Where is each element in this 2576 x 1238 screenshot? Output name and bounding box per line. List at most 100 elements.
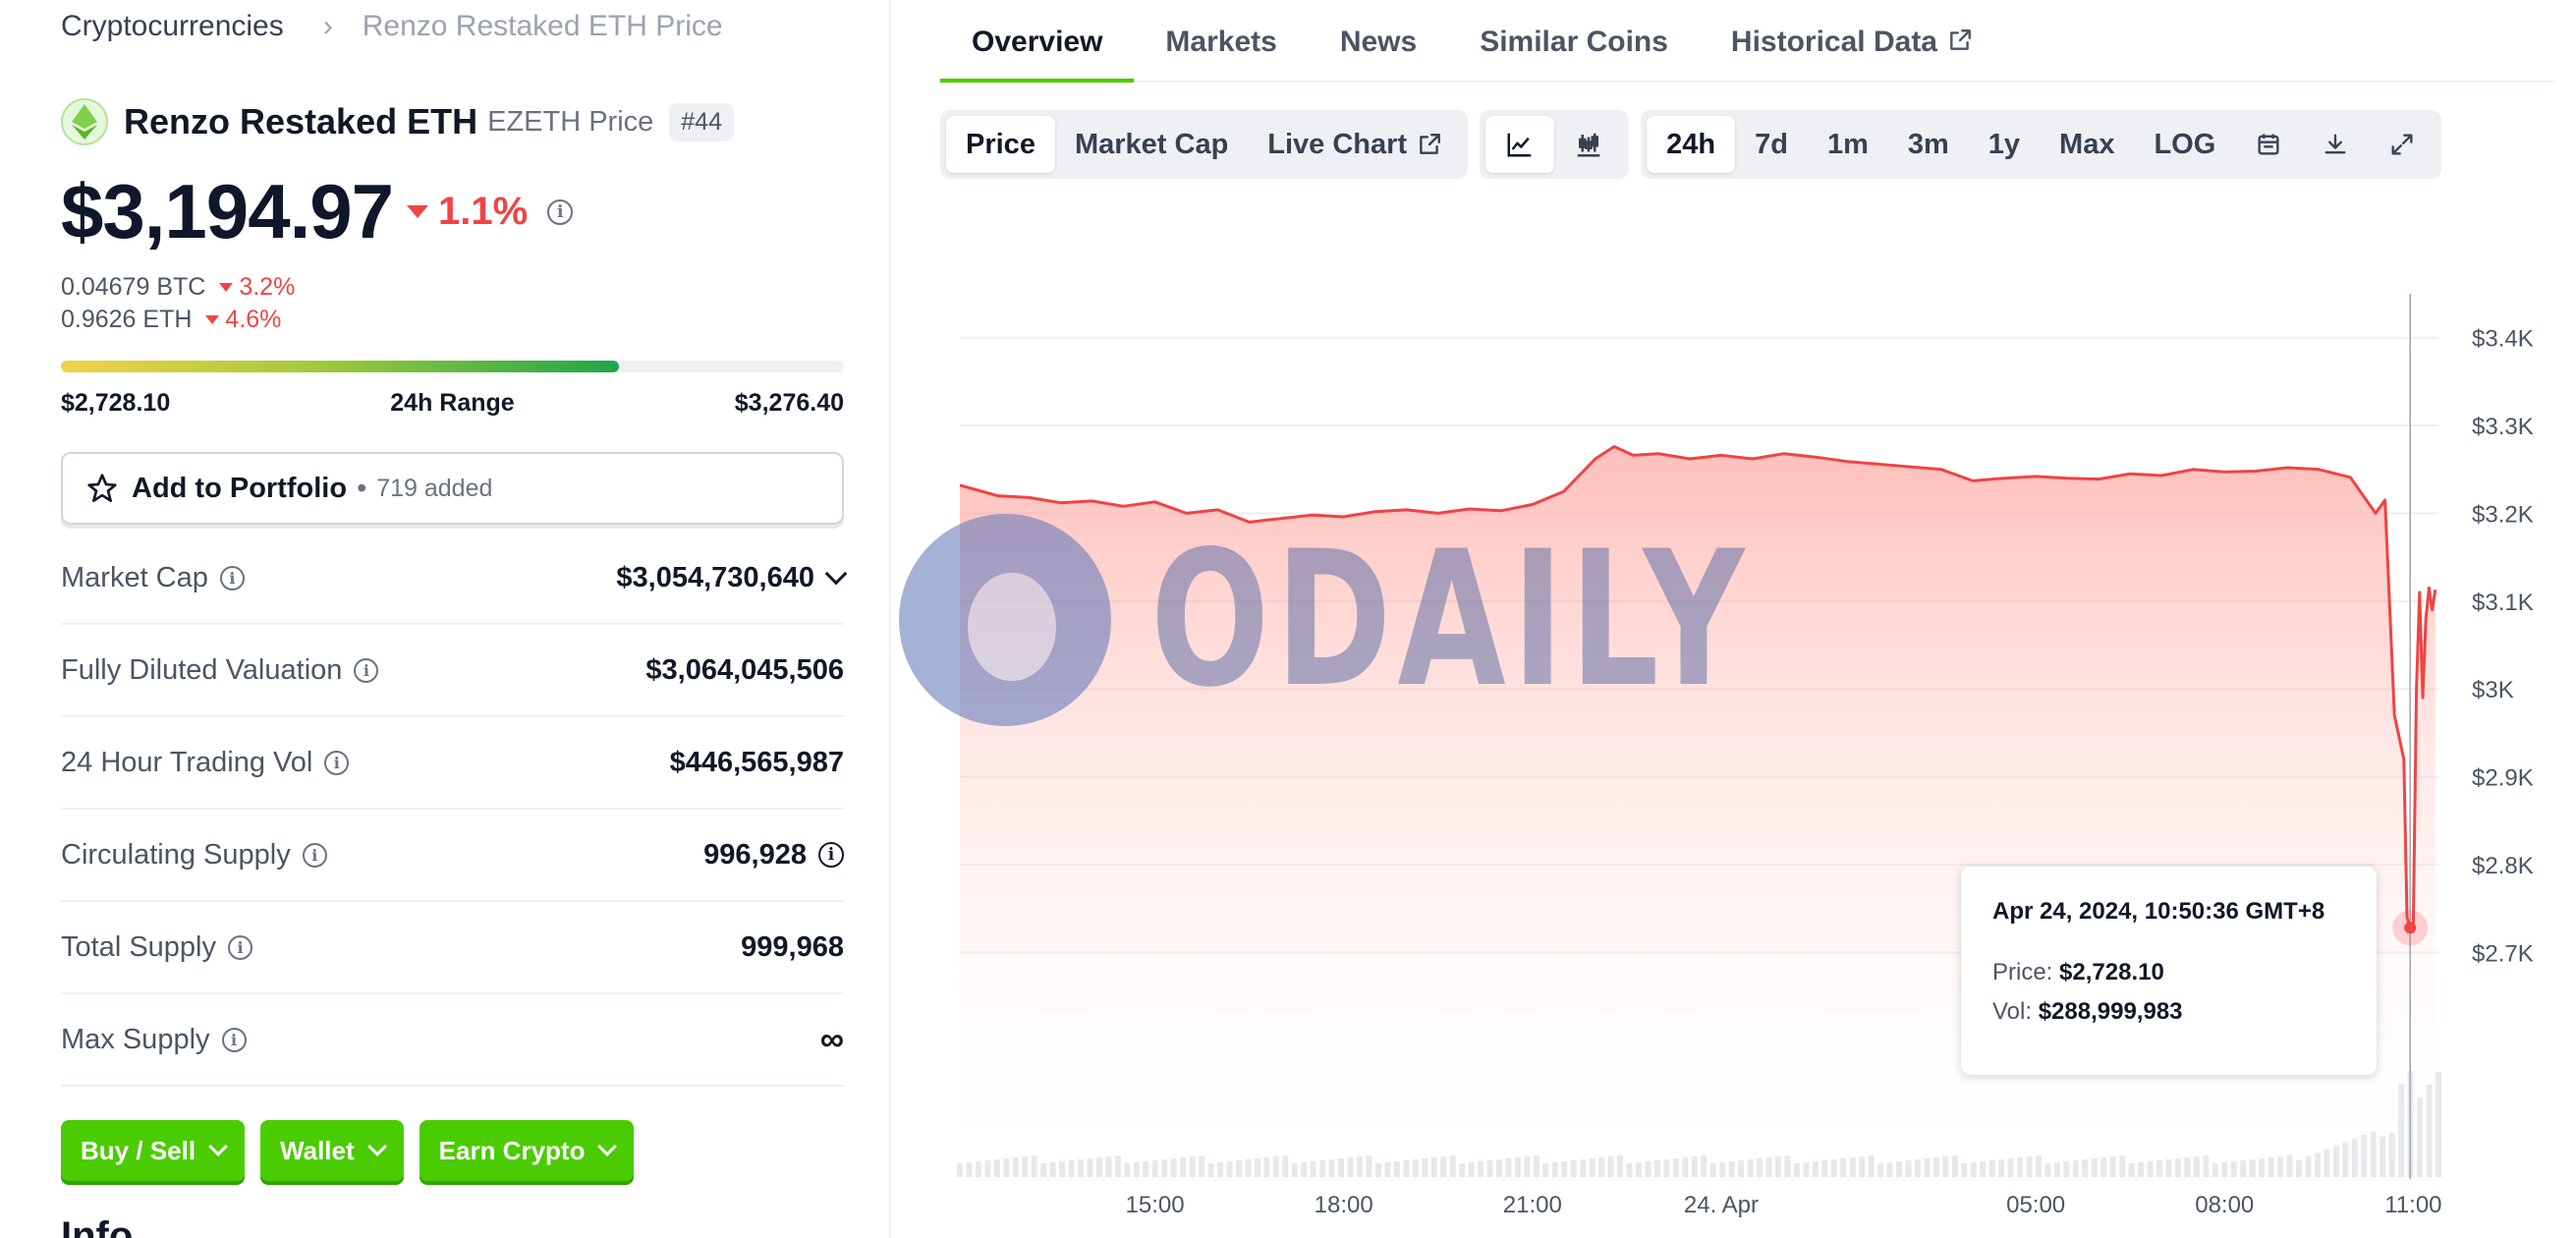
tab-label: Overview bbox=[972, 26, 1103, 58]
x-tick-label: 08:00 bbox=[2195, 1192, 2254, 1218]
stat-row-fdv: Fully Diluted Valuation i $3,064,045,506 bbox=[61, 625, 844, 717]
breadcrumb-current: Renzo Restaked ETH Price bbox=[362, 10, 723, 42]
button-label: 7d bbox=[1755, 128, 1788, 160]
tab-markets[interactable]: Markets bbox=[1134, 0, 1308, 81]
tab-similar-coins[interactable]: Similar Coins bbox=[1448, 0, 1700, 81]
y-tick-label: $2.7K bbox=[2472, 940, 2534, 967]
tab-news[interactable]: News bbox=[1309, 0, 1448, 81]
info-icon[interactable]: i bbox=[221, 1027, 247, 1052]
range-max-button[interactable]: Max bbox=[2040, 116, 2134, 173]
range-1m-button[interactable]: 1m bbox=[1808, 116, 1888, 173]
stat-label: 24 Hour Trading Vol bbox=[61, 746, 313, 778]
volume-bar bbox=[1207, 1163, 1214, 1177]
volume-bar bbox=[2203, 1155, 2210, 1177]
expand-icon bbox=[2391, 134, 2413, 155]
price-row: $3,194.97 1.1% i bbox=[61, 167, 574, 256]
volume-bar bbox=[1384, 1162, 1391, 1177]
breadcrumb-parent-link[interactable]: Cryptocurrencies bbox=[61, 10, 284, 42]
chart-type-group: Price Market Cap Live Chart bbox=[940, 110, 1469, 179]
range-1y-button[interactable]: 1y bbox=[1969, 116, 2040, 173]
info-icon[interactable]: i bbox=[302, 842, 327, 868]
range-24h-button[interactable]: 24h bbox=[1647, 116, 1736, 173]
volume-bar bbox=[2119, 1155, 2126, 1177]
info-icon[interactable]: i bbox=[219, 565, 245, 591]
button-label: Market Cap bbox=[1074, 128, 1229, 160]
range-3m-button[interactable]: 3m bbox=[1888, 116, 1969, 173]
tooltip-vol-row: Vol: $288,999,983 bbox=[1992, 998, 2377, 1026]
info-section-heading: Info bbox=[61, 1214, 134, 1238]
info-icon[interactable]: i bbox=[354, 657, 379, 683]
x-tick-label: 24. Apr bbox=[1684, 1192, 1759, 1218]
volume-bar bbox=[1366, 1155, 1372, 1177]
line-chart-button[interactable] bbox=[1485, 116, 1555, 173]
y-tick-label: $3.2K bbox=[2472, 501, 2534, 528]
volume-bar bbox=[1570, 1160, 1577, 1177]
volume-bar bbox=[1217, 1162, 1224, 1177]
info-icon[interactable]: i bbox=[818, 842, 844, 868]
volume-bar bbox=[993, 1159, 1000, 1177]
volume-bar bbox=[957, 1163, 963, 1177]
earn-crypto-button[interactable]: Earn Crypto bbox=[419, 1120, 635, 1181]
volume-bar bbox=[984, 1160, 991, 1177]
info-icon[interactable]: i bbox=[324, 750, 350, 775]
live-chart-button[interactable]: Live Chart bbox=[1248, 116, 1462, 173]
volume-bar bbox=[966, 1162, 973, 1177]
volume-bar bbox=[1682, 1157, 1689, 1177]
candlestick-chart-button[interactable] bbox=[1554, 116, 1623, 173]
volume-bar bbox=[1095, 1157, 1102, 1177]
info-icon[interactable]: i bbox=[547, 198, 574, 225]
stat-label: Fully Diluted Valuation bbox=[61, 653, 343, 686]
log-scale-button[interactable]: LOG bbox=[2134, 116, 2235, 173]
price-chart-button[interactable]: Price bbox=[946, 116, 1055, 173]
chevron-down-icon bbox=[208, 1137, 228, 1156]
volume-bar bbox=[1942, 1156, 1949, 1177]
volume-bar bbox=[1551, 1162, 1558, 1177]
button-label: Max bbox=[2059, 128, 2115, 160]
buy-sell-button[interactable]: Buy / Sell bbox=[61, 1120, 246, 1181]
tab-overview[interactable]: Overview bbox=[940, 0, 1135, 83]
eth-value: 0.9626 ETH bbox=[61, 306, 193, 333]
add-to-portfolio-button[interactable]: Add to Portfolio • 719 added bbox=[61, 452, 844, 525]
volume-bar bbox=[2026, 1156, 2033, 1177]
volume-bar bbox=[2296, 1159, 2303, 1177]
volume-bar bbox=[2230, 1161, 2237, 1177]
volume-bar bbox=[1226, 1161, 1233, 1177]
volume-bar bbox=[2072, 1160, 2079, 1177]
volume-bar bbox=[2156, 1160, 2163, 1177]
fullscreen-button[interactable] bbox=[2369, 116, 2436, 173]
volume-bar bbox=[1272, 1156, 1279, 1177]
odaily-logo-icon bbox=[899, 513, 1111, 726]
volume-bar bbox=[2165, 1159, 2172, 1177]
volume-bar bbox=[1961, 1163, 1968, 1177]
volume-bar bbox=[1905, 1160, 1912, 1177]
x-axis-ticks: 15:00 18:00 21:00 24. Apr 05:00 08:00 11:00 bbox=[1126, 1192, 2442, 1218]
tab-historical-data[interactable]: Historical Data bbox=[1700, 0, 2004, 81]
volume-bar bbox=[2259, 1158, 2266, 1177]
wallet-button[interactable]: Wallet bbox=[260, 1120, 404, 1181]
chevron-right-icon: › bbox=[322, 10, 333, 42]
star-icon bbox=[87, 474, 117, 502]
range-7d-button[interactable]: 7d bbox=[1735, 116, 1808, 173]
time-range-group: 24h 7d 1m 3m 1y Max LOG bbox=[1641, 110, 2442, 179]
volume-bar bbox=[1757, 1158, 1764, 1177]
market-cap-chart-button[interactable]: Market Cap bbox=[1055, 116, 1248, 173]
tooltip-vol-value: $288,999,983 bbox=[2038, 998, 2183, 1025]
download-button[interactable] bbox=[2302, 116, 2369, 173]
volume-bar bbox=[1821, 1160, 1828, 1177]
y-tick-label: $3K bbox=[2472, 677, 2514, 703]
volume-bar bbox=[1626, 1163, 1633, 1177]
calendar-icon bbox=[2258, 134, 2279, 155]
volume-bar bbox=[1803, 1162, 1810, 1177]
chevron-down-icon[interactable] bbox=[824, 562, 848, 586]
volume-bar bbox=[2380, 1136, 2386, 1177]
info-icon[interactable]: i bbox=[228, 934, 252, 960]
date-picker-button[interactable] bbox=[2235, 116, 2302, 173]
volume-bar bbox=[1886, 1162, 1893, 1177]
volume-bar bbox=[1022, 1156, 1029, 1177]
volume-bar bbox=[2091, 1158, 2098, 1177]
volume-bar bbox=[1393, 1161, 1400, 1177]
tooltip-price-value: $2,728.10 bbox=[2059, 959, 2164, 985]
volume-bar bbox=[1412, 1159, 1419, 1177]
volume-bar bbox=[1784, 1155, 1791, 1177]
volume-bar bbox=[1478, 1161, 1484, 1177]
